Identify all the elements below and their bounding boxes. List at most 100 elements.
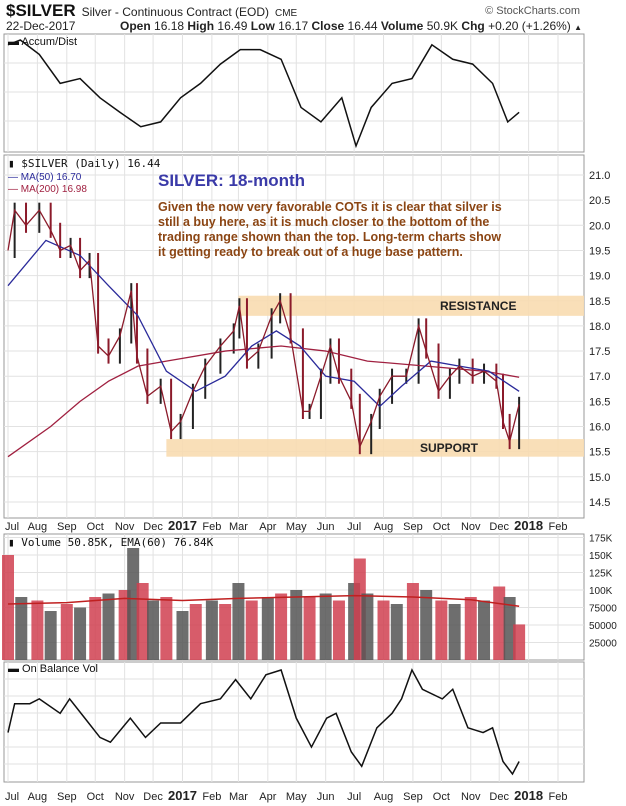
y-tick-label: 25000	[589, 639, 617, 650]
x-tick-label: Sep	[403, 791, 423, 803]
volume-bar	[478, 600, 491, 660]
x-tick-label: Nov	[115, 521, 135, 533]
quote-date: 22-Dec-2017	[6, 19, 76, 33]
exchange: CME	[275, 8, 298, 19]
y-tick-label: 18.5	[589, 296, 610, 308]
x-tick-label: Oct	[433, 521, 450, 533]
panel-frame-3	[3, 661, 585, 783]
volume-bar	[74, 607, 87, 660]
y-tick-label: 175K	[589, 534, 613, 545]
ma200-line	[7, 345, 520, 458]
x-tick-label: Oct	[87, 521, 104, 533]
x-tick-label: Mar	[229, 521, 248, 533]
x-tick-label: Dec	[489, 791, 509, 803]
volume-bar	[160, 597, 173, 660]
x-tick-label: Feb	[549, 521, 568, 533]
x-tick-label: Dec	[143, 791, 163, 803]
band-resistance	[238, 295, 584, 316]
volume-bar	[31, 600, 44, 660]
x-tick-label: 2018	[514, 518, 543, 533]
x-tick-label: Aug	[28, 521, 48, 533]
x-tick-label: Apr	[259, 521, 276, 533]
y-tick-label: 19.0	[589, 271, 610, 283]
quote-summary: Open 16.18 High 16.49 Low 16.17 Close 16…	[120, 19, 582, 33]
y-tick-label: 20.5	[589, 195, 610, 207]
x-tick-label: Dec	[143, 521, 163, 533]
x-tick-label: May	[286, 791, 307, 803]
volume-bar	[136, 583, 149, 660]
volume-bar	[2, 555, 14, 660]
volume-bar	[261, 597, 274, 660]
volume-legend: ▮ Volume 50.85K, EMA(60) 76.84K	[8, 536, 214, 549]
x-tick-label: Nov	[461, 791, 481, 803]
low-label: Low	[250, 19, 275, 33]
y-tick-label: 75000	[589, 604, 617, 615]
x-tick-label: Sep	[57, 791, 77, 803]
chg-label: Chg	[461, 19, 485, 33]
y-tick-label: 17.5	[589, 346, 610, 358]
high-value: 16.49	[217, 19, 248, 33]
y-tick-label: 17.0	[589, 371, 610, 383]
y-tick-label: 15.5	[589, 447, 610, 459]
x-tick-label: Mar	[229, 791, 248, 803]
x-tick-label: Aug	[28, 791, 48, 803]
volume-bar	[219, 604, 232, 660]
volume-bar	[89, 597, 102, 660]
price-legend: ▮ $SILVER (Daily) 16.44	[8, 157, 161, 170]
close-label: Close	[311, 19, 345, 33]
x-tick-label: Jun	[317, 521, 335, 533]
x-tick-label: Sep	[403, 521, 423, 533]
x-tick-label: Sep	[57, 521, 77, 533]
x-tick-label: Feb	[202, 791, 221, 803]
volume-bar	[448, 604, 461, 660]
x-tick-label: Aug	[374, 521, 394, 533]
x-tick-label: Apr	[259, 791, 276, 803]
volume-bar	[493, 586, 506, 660]
x-tick-label: Dec	[489, 521, 509, 533]
y-tick-label: 16.5	[589, 396, 610, 408]
volume-bar	[513, 624, 526, 660]
volume-bar	[303, 597, 316, 660]
x-tick-label: Oct	[433, 791, 450, 803]
y-tick-label: 15.0	[589, 472, 610, 484]
x-tick-label: 2017	[168, 788, 197, 803]
close-value: 16.44	[347, 19, 378, 33]
x-tick-label: Jul	[347, 791, 361, 803]
obv-legend: ▬ On Balance Vol	[8, 663, 98, 675]
x-tick-label: Jul	[347, 521, 361, 533]
volume-bar	[377, 600, 390, 660]
y-tick-label: 21.0	[589, 170, 610, 182]
x-tick-label: 2018	[514, 788, 543, 803]
ma50-line	[7, 239, 520, 408]
volume-bar	[245, 600, 258, 660]
high-label: High	[187, 19, 215, 33]
accum-dist-legend: ▬ Accum/Dist	[8, 36, 77, 48]
x-tick-label: Nov	[461, 521, 481, 533]
volume-bar	[464, 597, 477, 660]
panel-frame-0	[3, 33, 585, 153]
volume-bar	[390, 604, 403, 660]
x-tick-label: Nov	[115, 791, 135, 803]
x-tick-label: Feb	[202, 521, 221, 533]
ma50-legend: — MA(50) 16.70	[8, 172, 82, 183]
y-tick-label: 16.0	[589, 422, 610, 434]
annotation-line: it getting ready to break out of a huge …	[158, 245, 463, 259]
x-tick-label: May	[286, 521, 307, 533]
volume-ema-line	[7, 594, 520, 607]
chart-title: SILVER: 18-month	[158, 171, 305, 190]
volume-label: Volume	[380, 19, 424, 33]
annotation-line: still a buy here, as it is much closer t…	[158, 215, 489, 229]
volume-bar	[435, 600, 448, 660]
volume-bar	[232, 583, 245, 660]
band-label: RESISTANCE	[440, 299, 516, 313]
annotation-line: Given the now very favorable COTs it is …	[158, 200, 502, 214]
price-line	[7, 208, 520, 449]
volume-bar	[60, 604, 73, 660]
x-tick-label: Jun	[317, 791, 335, 803]
accum-dist-line	[7, 39, 520, 149]
x-tick-label: Jul	[5, 791, 19, 803]
volume-bar	[147, 600, 160, 660]
triangle-up-icon: ▲	[574, 23, 583, 32]
